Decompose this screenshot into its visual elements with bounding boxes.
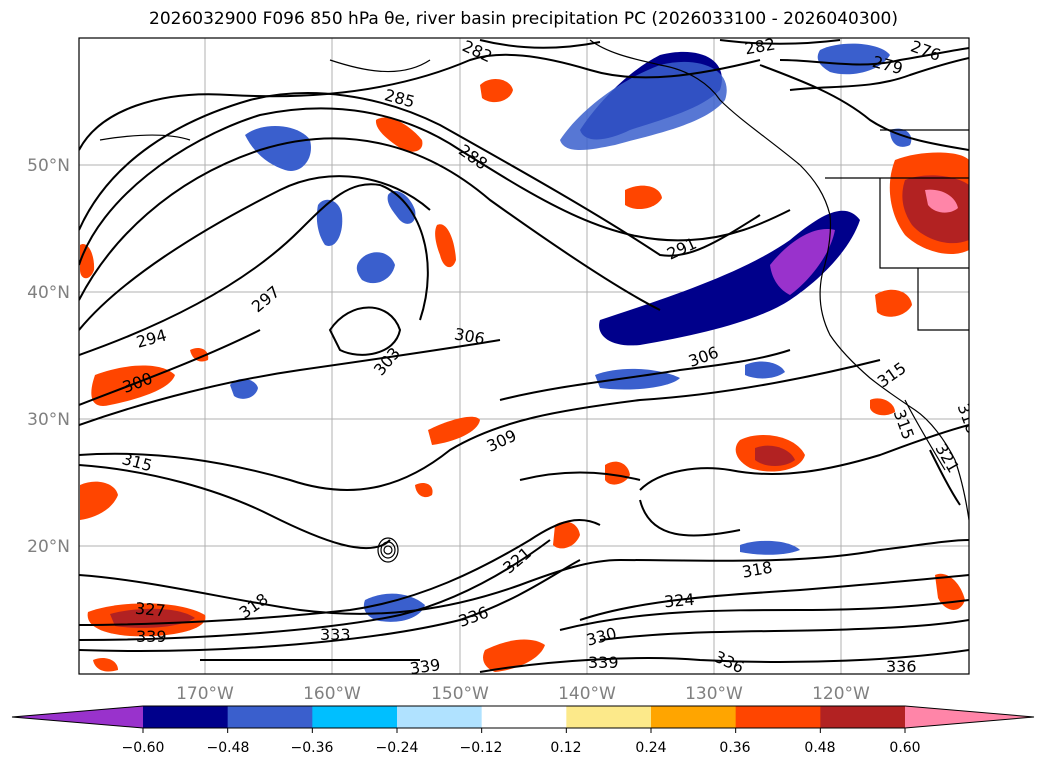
colorbar-tick-label: 0.60: [889, 740, 920, 756]
lon-label: 170°W: [176, 684, 234, 704]
colorbar-tick-label: −0.12: [460, 740, 503, 756]
contour-label: 327: [134, 599, 166, 621]
coastlines: [99, 39, 969, 521]
colorbar-segments: [12, 706, 1034, 728]
lat-label: 30°N: [27, 410, 70, 430]
colorbar-tick-label: −0.24: [376, 740, 419, 756]
colorbar-segment: [397, 706, 483, 728]
colorbar-segment: [143, 706, 229, 728]
colorbar-tick-label: 0.36: [719, 740, 750, 756]
colorbar-segment: [735, 706, 821, 728]
contour-label: 339: [409, 655, 442, 678]
lat-label: 40°N: [27, 283, 70, 303]
lon-label: 140°W: [558, 684, 616, 704]
colorbar-segment: [820, 706, 906, 728]
contour-label: 282: [743, 34, 776, 58]
colorbar-tick-labels: −0.60 −0.48 −0.36 −0.24 −0.12 0.12 0.24 …: [122, 740, 921, 756]
lon-label: 150°W: [431, 684, 489, 704]
contour-label: 324: [663, 590, 695, 612]
colorbar-segment: [566, 706, 652, 728]
map-title: 2026032900 F096 850 hPa θe, river basin …: [149, 9, 898, 29]
lon-label: 120°W: [812, 684, 870, 704]
colorbar: −0.60 −0.48 −0.36 −0.24 −0.12 0.12 0.24 …: [11, 705, 1035, 756]
lon-label: 160°W: [303, 684, 361, 704]
map-frame: [78, 37, 970, 675]
map-panel: [79, 38, 969, 674]
negative-precip-shading: [230, 43, 912, 622]
lat-label: 50°N: [27, 156, 70, 176]
colorbar-tick-label: 0.24: [635, 740, 666, 756]
colorbar-segment: [312, 706, 398, 728]
cyclone-contours: [377, 537, 399, 563]
graticule: [79, 38, 969, 674]
lat-label: 20°N: [27, 537, 70, 557]
colorbar-tick-label: 0.12: [550, 740, 581, 756]
latitude-labels: 50°N 40°N 30°N 20°N: [27, 156, 70, 557]
contour-label: 339: [136, 627, 167, 646]
colorbar-segment: [227, 706, 313, 728]
colorbar-ticks: [142, 728, 906, 733]
colorbar-extend-max: [905, 706, 1034, 728]
colorbar-extend-min: [12, 706, 143, 728]
colorbar-tick-label: −0.48: [207, 740, 250, 756]
colorbar-segment: [481, 706, 567, 728]
longitude-labels: 170°W 160°W 150°W 140°W 130°W 120°W: [176, 684, 870, 704]
contour-label: 333: [320, 625, 351, 644]
colorbar-segment: [651, 706, 737, 728]
colorbar-tick-label: −0.60: [122, 740, 165, 756]
colorbar-tick-label: 0.48: [804, 740, 835, 756]
contour-label: 336: [886, 657, 917, 676]
colorbar-tick-label: −0.36: [291, 740, 334, 756]
theta-e-contours: [79, 39, 969, 673]
contour-label: 339: [588, 653, 619, 672]
lon-label: 130°W: [685, 684, 743, 704]
